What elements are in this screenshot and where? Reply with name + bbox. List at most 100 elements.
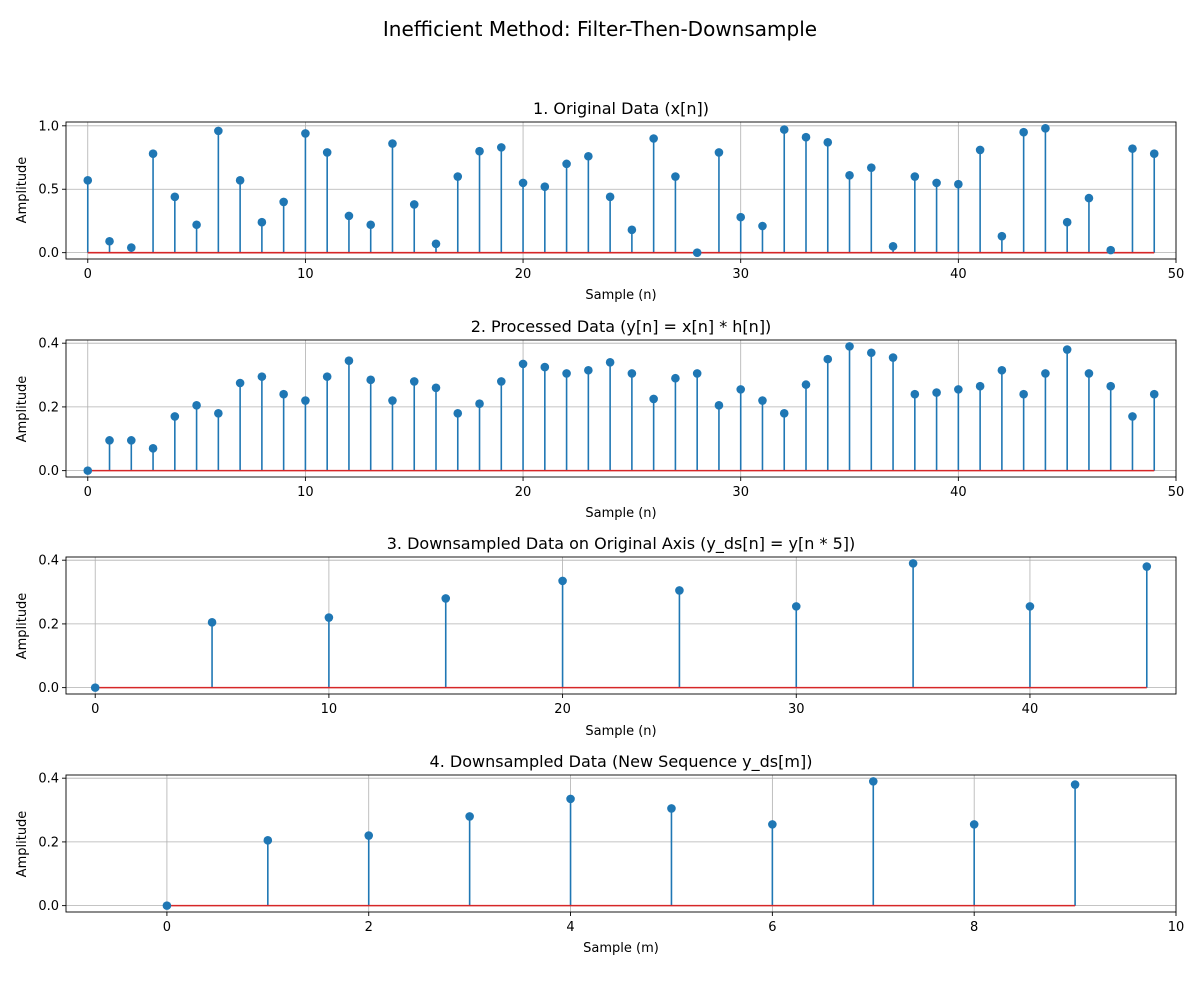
stem-marker <box>431 239 441 249</box>
stem-marker <box>540 182 550 191</box>
figure-title: Inefficient Method: Filter-Then-Downsamp… <box>383 17 817 41</box>
stem-marker <box>736 212 746 222</box>
y-tick-label: 0.0 <box>38 464 59 479</box>
x-tick-label: 30 <box>788 702 805 717</box>
stem-marker <box>1128 412 1137 421</box>
stem-marker <box>409 200 419 209</box>
stem-marker <box>475 399 484 409</box>
stem-marker <box>1019 127 1028 137</box>
stem-marker <box>214 126 223 136</box>
stem-marker <box>954 385 963 394</box>
stem-marker <box>627 225 637 235</box>
stem-marker <box>170 412 180 421</box>
grid <box>66 122 1177 259</box>
y-tick-label: 0.0 <box>38 681 59 696</box>
grid <box>66 557 1176 694</box>
stem-marker <box>105 236 114 246</box>
x-tick-label: 20 <box>554 702 571 717</box>
y-tick-label: 0.2 <box>38 835 59 850</box>
panel-downsampled-original-axis: 3. Downsampled Data on Original Axis (y_… <box>15 534 1177 739</box>
y-tick-label: 0.4 <box>38 772 59 787</box>
stem-marker <box>1062 217 1072 227</box>
stem-marker <box>845 342 854 351</box>
panel-downsampled-new-sequence: 4. Downsampled Data (New Sequence y_ds[m… <box>15 752 1184 956</box>
stem-marker <box>388 396 397 405</box>
stem-marker <box>409 377 419 386</box>
stem-marker <box>431 383 441 393</box>
grid <box>66 340 1177 477</box>
stem-marker <box>475 146 484 156</box>
y-ticks: 0.0 0.2 0.4 <box>38 772 66 914</box>
stem-marker <box>605 192 615 202</box>
stem-marker <box>692 248 702 257</box>
stem-marker <box>162 901 172 910</box>
stem-marker <box>997 365 1007 375</box>
stem-marker <box>301 129 310 138</box>
stem-marker <box>779 408 789 418</box>
stem-marker <box>605 358 615 367</box>
x-tick-label: 0 <box>91 702 99 717</box>
stem-marker <box>90 683 100 692</box>
stem-marker <box>257 372 267 381</box>
stem-marker <box>997 231 1007 241</box>
y-tick-label: 0.4 <box>38 337 59 352</box>
x-axis-label: Sample (n) <box>585 724 656 739</box>
x-tick-label: 40 <box>1022 702 1039 717</box>
stem-marker <box>1128 144 1137 153</box>
stem-marker <box>823 354 833 364</box>
grid <box>66 775 1177 912</box>
stem-marker <box>714 148 724 157</box>
stem-marker <box>105 436 114 445</box>
stem-marker <box>558 576 567 586</box>
stem-marker <box>1019 389 1028 399</box>
x-tick-label: 10 <box>321 702 338 717</box>
stem-marker <box>627 369 637 378</box>
axes-frame <box>65 774 1177 913</box>
stem-marker <box>453 172 463 181</box>
axes-frame <box>65 121 1177 260</box>
stem-lines <box>108 346 1156 471</box>
x-tick-label: 30 <box>732 485 749 500</box>
stem-marker <box>540 362 550 372</box>
panel-title: 1. Original Data (x[n]) <box>533 99 709 118</box>
stem-marker <box>910 389 920 399</box>
stem-marker <box>823 137 833 147</box>
stem-marker <box>932 388 941 397</box>
stem-marker <box>667 804 676 813</box>
stem-marker <box>324 613 334 622</box>
stem-marker <box>888 353 898 362</box>
y-tick-label: 0.0 <box>38 246 59 261</box>
stem-marker <box>257 217 267 227</box>
stem-marker <box>801 132 811 142</box>
stem-marker <box>562 159 571 169</box>
x-tick-label: 10 <box>1168 920 1185 935</box>
x-axis-label: Sample (n) <box>585 506 656 521</box>
y-axis-label: Amplitude <box>15 593 30 660</box>
stem-marker <box>649 134 658 143</box>
stem-markers <box>83 124 1159 257</box>
x-tick-label: 20 <box>515 485 532 500</box>
stem-marker <box>366 220 376 230</box>
stem-markers <box>90 559 1152 692</box>
y-tick-label: 0.2 <box>38 400 59 415</box>
stem-marker <box>562 369 571 378</box>
stem-marker <box>910 172 920 181</box>
x-tick-label: 10 <box>297 267 314 282</box>
stem-marker <box>148 149 158 159</box>
stem-marker <box>496 377 506 386</box>
stem-marker <box>1062 345 1072 354</box>
stem-marker <box>301 396 310 405</box>
x-axis-label: Sample (m) <box>583 941 659 956</box>
stem-marker <box>866 163 876 172</box>
x-tick-label: 30 <box>732 267 749 282</box>
stem-marker <box>671 373 680 383</box>
stem-marker <box>496 143 506 152</box>
stem-marker <box>322 372 332 381</box>
x-tick-label: 2 <box>365 920 373 935</box>
stem-marker <box>518 359 528 369</box>
x-ticks: 0 10 20 30 40 50 <box>84 477 1184 500</box>
stem-lines <box>86 128 1156 253</box>
stem-marker <box>584 151 593 161</box>
x-tick-label: 6 <box>768 920 776 935</box>
